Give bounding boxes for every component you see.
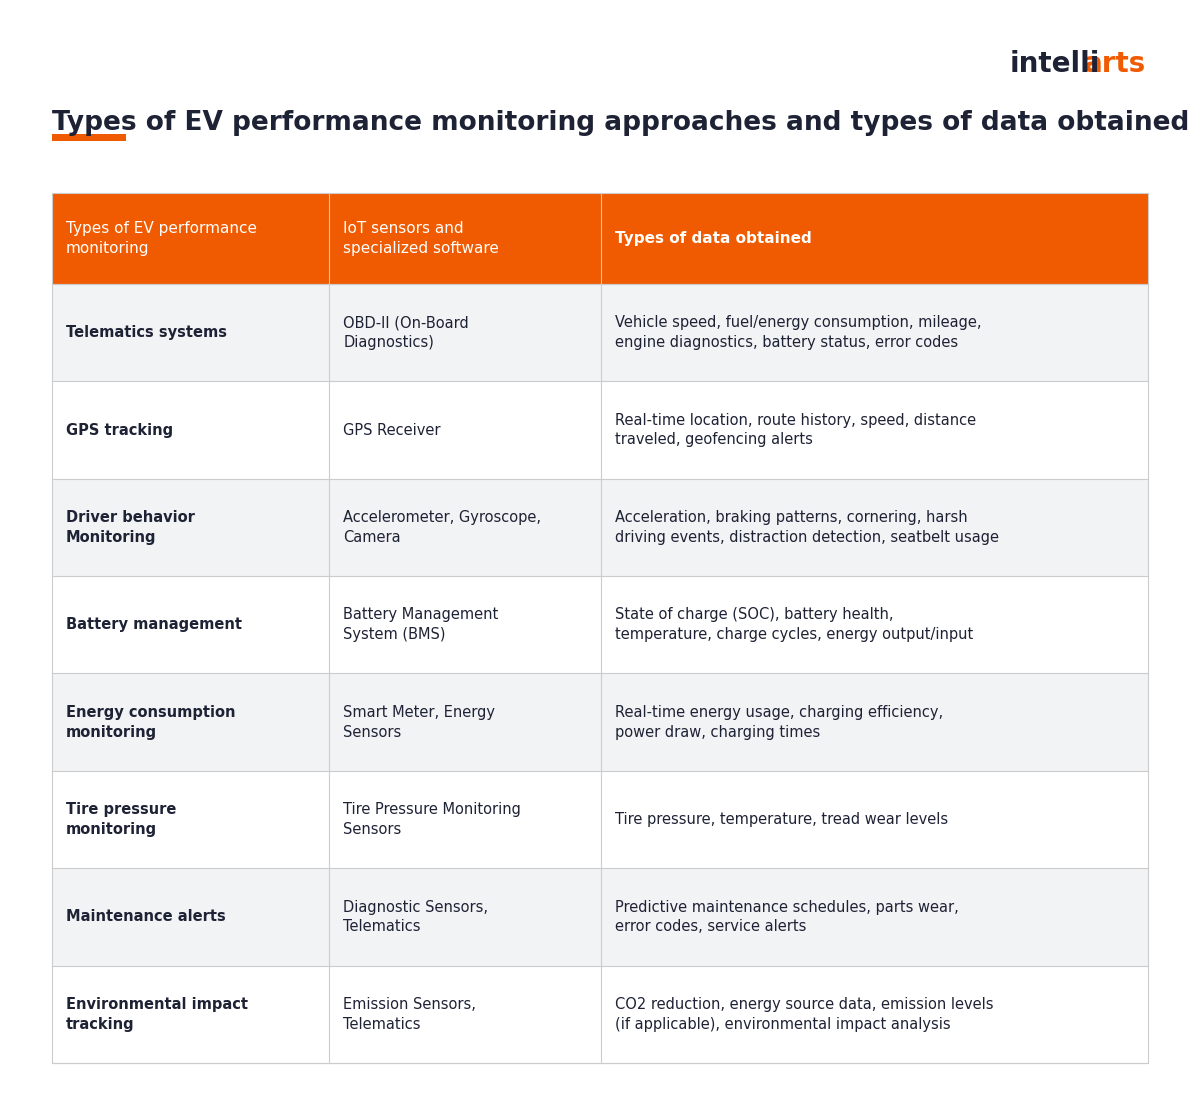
FancyBboxPatch shape xyxy=(52,576,1148,673)
Text: Driver behavior
Monitoring: Driver behavior Monitoring xyxy=(66,511,194,545)
Text: Battery management: Battery management xyxy=(66,618,242,632)
Text: Smart Meter, Energy
Sensors: Smart Meter, Energy Sensors xyxy=(343,705,496,739)
Text: Tire Pressure Monitoring
Sensors: Tire Pressure Monitoring Sensors xyxy=(343,802,521,836)
Text: IoT sensors and
specialized software: IoT sensors and specialized software xyxy=(343,221,499,256)
Text: Telematics systems: Telematics systems xyxy=(66,325,227,340)
Text: Real-time location, route history, speed, distance
traveled, geofencing alerts: Real-time location, route history, speed… xyxy=(616,412,977,448)
Text: Battery Management
System (BMS): Battery Management System (BMS) xyxy=(343,608,499,642)
FancyBboxPatch shape xyxy=(52,193,1148,284)
Text: Diagnostic Sensors,
Telematics: Diagnostic Sensors, Telematics xyxy=(343,899,488,935)
Text: Acceleration, braking patterns, cornering, harsh
driving events, distraction det: Acceleration, braking patterns, cornerin… xyxy=(616,511,1000,545)
Text: Emission Sensors,
Telematics: Emission Sensors, Telematics xyxy=(343,997,476,1032)
FancyBboxPatch shape xyxy=(52,771,1148,869)
FancyBboxPatch shape xyxy=(52,134,126,141)
FancyBboxPatch shape xyxy=(52,478,1148,576)
FancyBboxPatch shape xyxy=(52,966,1148,1063)
Text: Maintenance alerts: Maintenance alerts xyxy=(66,909,226,925)
FancyBboxPatch shape xyxy=(52,284,1148,381)
Text: OBD-II (On-Board
Diagnostics): OBD-II (On-Board Diagnostics) xyxy=(343,315,469,350)
FancyBboxPatch shape xyxy=(52,381,1148,478)
FancyBboxPatch shape xyxy=(52,673,1148,771)
FancyBboxPatch shape xyxy=(52,869,1148,966)
Text: Vehicle speed, fuel/energy consumption, mileage,
engine diagnostics, battery sta: Vehicle speed, fuel/energy consumption, … xyxy=(616,315,982,350)
Text: arts: arts xyxy=(1084,50,1146,77)
Text: Predictive maintenance schedules, parts wear,
error codes, service alerts: Predictive maintenance schedules, parts … xyxy=(616,899,959,935)
Text: GPS tracking: GPS tracking xyxy=(66,422,173,438)
Text: CO2 reduction, energy source data, emission levels
(if applicable), environmenta: CO2 reduction, energy source data, emiss… xyxy=(616,997,994,1032)
Text: Types of EV performance monitoring approaches and types of data obtained: Types of EV performance monitoring appro… xyxy=(52,110,1189,137)
Text: Tire pressure, temperature, tread wear levels: Tire pressure, temperature, tread wear l… xyxy=(616,812,949,827)
Text: State of charge (SOC), battery health,
temperature, charge cycles, energy output: State of charge (SOC), battery health, t… xyxy=(616,608,973,642)
Text: intelli: intelli xyxy=(1010,50,1100,77)
Text: GPS Receiver: GPS Receiver xyxy=(343,422,440,438)
Text: Types of EV performance
monitoring: Types of EV performance monitoring xyxy=(66,221,257,256)
Text: Tire pressure
monitoring: Tire pressure monitoring xyxy=(66,802,176,836)
Text: Real-time energy usage, charging efficiency,
power draw, charging times: Real-time energy usage, charging efficie… xyxy=(616,705,943,739)
Text: Types of data obtained: Types of data obtained xyxy=(616,231,812,246)
Text: Environmental impact
tracking: Environmental impact tracking xyxy=(66,997,248,1032)
Text: Accelerometer, Gyroscope,
Camera: Accelerometer, Gyroscope, Camera xyxy=(343,511,541,545)
Text: Energy consumption
monitoring: Energy consumption monitoring xyxy=(66,705,235,739)
